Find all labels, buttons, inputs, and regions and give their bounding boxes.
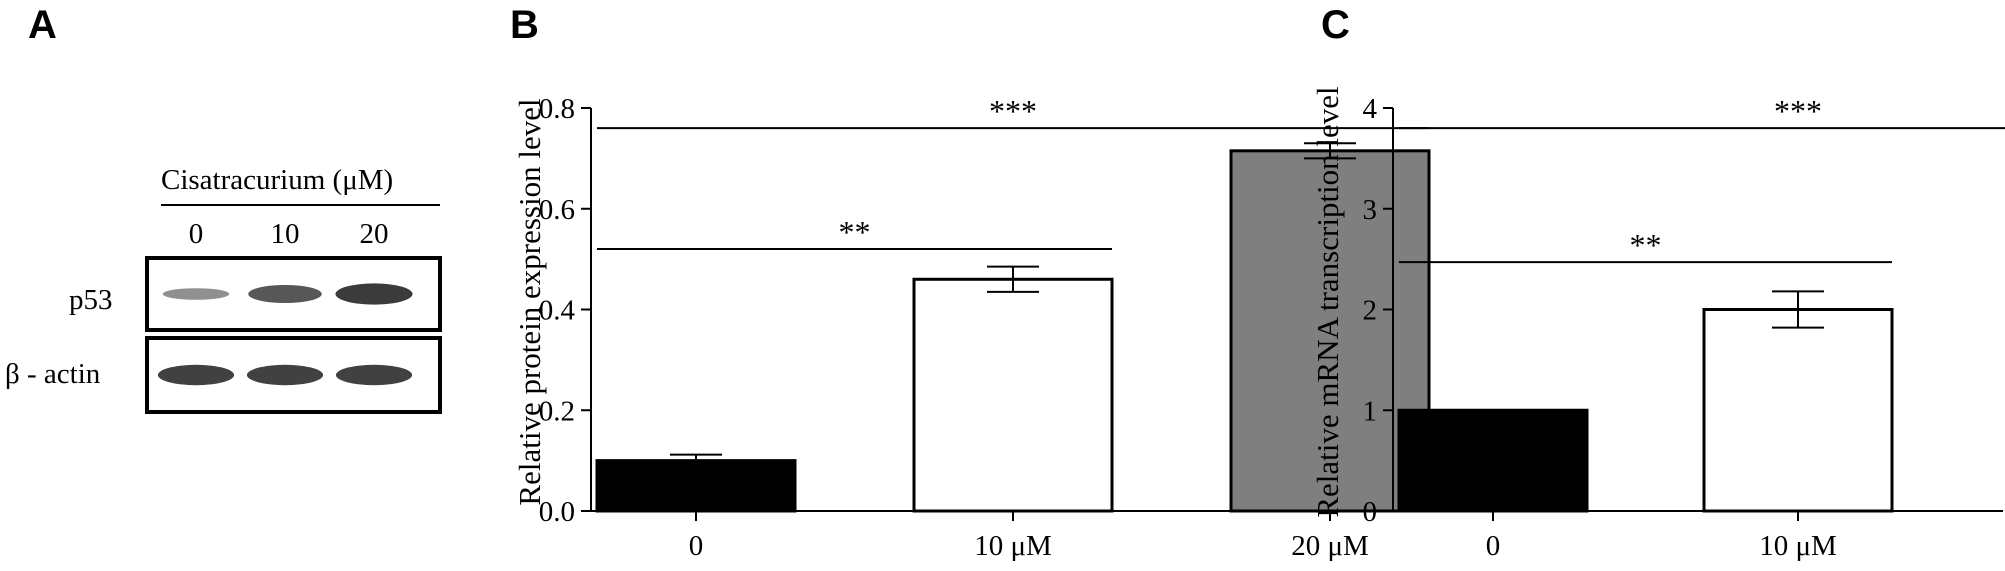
- chart-c-bar-1: [1702, 308, 1894, 513]
- chart-b-ytick-label: 0.8: [539, 93, 575, 125]
- lane-label-0: 0: [189, 218, 204, 250]
- treatment-label: Cisatracurium (μM): [161, 164, 393, 196]
- band-p53-lane-0: [162, 288, 230, 300]
- chart-c-ytick-label: 4: [1363, 93, 1378, 125]
- panel-letter-a: A: [28, 3, 57, 47]
- blot-bands-actin: [157, 364, 413, 386]
- panel-letter-c: C: [1321, 3, 1350, 47]
- chart-c-significance-label-1: ***: [1774, 93, 1822, 129]
- chart-c-xtick-label-0: 0: [1486, 530, 1501, 562]
- panel-letter-b: B: [510, 3, 539, 47]
- panel-a: A Cisatracurium (μM) 0 10 20 p53 β - act…: [5, 3, 442, 414]
- chart-b: 0.00.20.40.60.80 10 μM 20 μM*****: [539, 93, 1431, 562]
- chart-b-bar-0: [595, 459, 797, 513]
- blot-bands-p53: [162, 283, 413, 305]
- chart-b-ytick-label: 0.2: [539, 395, 575, 427]
- chart-b-xtick-label-2: 20 μM: [1291, 530, 1369, 562]
- blot-row-label-actin: β - actin: [5, 358, 101, 390]
- band-p53-lane-2: [335, 283, 413, 305]
- chart-b-bar-1: [912, 277, 1114, 513]
- chart-c-ylabel: Relative mRNA transcription level: [1310, 86, 1345, 517]
- panel-c: C Relative mRNA transcription level 0 1 2 3…: [1310, 3, 2005, 562]
- chart-c-ytick-label: 1: [1363, 395, 1378, 427]
- chart-b-ytick-label: 0.4: [539, 295, 576, 327]
- chart-b-xtick-label-1: 10 μM: [974, 530, 1052, 562]
- lane-label-20: 20: [360, 218, 389, 250]
- chart-b-significance-label-1: ***: [989, 93, 1037, 129]
- chart-b-ytick-label: 0.0: [539, 496, 575, 528]
- lane-label-10: 10: [271, 218, 300, 250]
- band-actin-lane-0: [157, 364, 235, 386]
- chart-b-ylabel: Relative protein expression level: [512, 98, 547, 505]
- band-actin-lane-1: [246, 364, 324, 386]
- chart-c-ytick-label: 3: [1363, 194, 1378, 226]
- chart-c-ytick-label: 0: [1363, 496, 1378, 528]
- panel-b: B Relative protein expression level 0.0 0…: [510, 3, 1431, 562]
- band-p53-lane-1: [248, 285, 322, 303]
- chart-c-ytick-label: 2: [1363, 295, 1378, 327]
- chart-b-ytick-label: 0.6: [539, 194, 575, 226]
- blot-row-label-p53: p53: [69, 284, 113, 316]
- chart-b-significance-label-0: **: [839, 214, 871, 250]
- band-actin-lane-2: [335, 364, 413, 386]
- chart-c-xtick-label-1: 10 μM: [1759, 530, 1837, 562]
- chart-c-significance-label-0: **: [1630, 227, 1662, 263]
- chart-c-bar-0: [1397, 408, 1589, 513]
- chart-b-xtick-label-0: 0: [689, 530, 704, 562]
